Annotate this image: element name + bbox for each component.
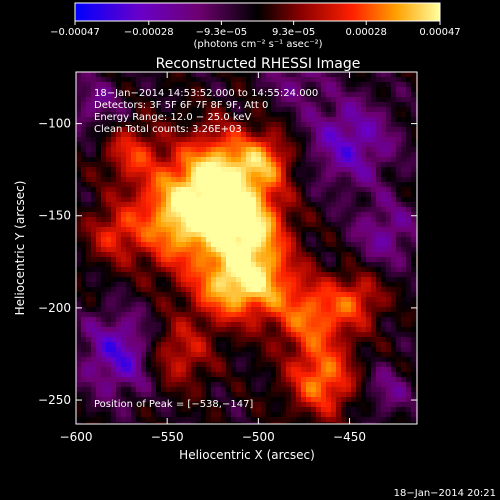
annotation-time-range: 18−Jan−2014 14:53:52.000 to 14:55:24.000 bbox=[94, 88, 318, 99]
footer-timestamp: 18−Jan−2014 20:21 bbox=[394, 488, 496, 499]
plot-frame bbox=[75, 71, 418, 425]
annotation-detectors: Detectors: 3F 5F 6F 7F 8F 9F, Att 0 bbox=[94, 100, 268, 111]
annotation-counts: Clean Total counts: 3.26E+03 bbox=[94, 124, 242, 135]
axis-ticks: −600 −550 −500 −450 −100 −150 −200 −250 bbox=[38, 72, 417, 444]
y-tick-label: −250 bbox=[38, 393, 71, 407]
y-tick-label: −150 bbox=[38, 209, 71, 223]
y-tick-label: −100 bbox=[38, 117, 71, 131]
colorbar bbox=[74, 2, 441, 22]
colorbar-tick-label: 0.00028 bbox=[346, 27, 387, 38]
x-tick-label: −600 bbox=[60, 430, 93, 444]
x-tick-label: −450 bbox=[333, 430, 366, 444]
annotation-energy: Energy Range: 12.0 − 25.0 keV bbox=[94, 112, 251, 123]
colorbar-tick-label: −0.00047 bbox=[50, 27, 100, 38]
x-tick-label: −500 bbox=[242, 430, 275, 444]
y-axis-label: Heliocentric Y (arcsec) bbox=[13, 181, 27, 316]
colorbar-tick-label: −9.3e−05 bbox=[196, 27, 248, 38]
colorbar-tick-label: 9.3e−05 bbox=[272, 27, 315, 38]
annotation-peak: Position of Peak = [−538,−147] bbox=[94, 399, 253, 410]
heatmap-image bbox=[76, 72, 417, 424]
colorbar-tick-label: −0.00028 bbox=[124, 27, 174, 38]
colorbar-ticks: −0.00047 −0.00028 −9.3e−05 9.3e−05 0.00028 0.… bbox=[50, 21, 461, 38]
x-tick-label: −550 bbox=[151, 430, 184, 444]
chart-title: Reconstructed RHESSI Image bbox=[156, 56, 361, 72]
colorbar-tick-label: 0.00047 bbox=[419, 27, 460, 38]
y-tick-label: −200 bbox=[38, 301, 71, 315]
x-axis-label: Heliocentric X (arcsec) bbox=[179, 448, 315, 462]
colorbar-unit-label: (photons cm⁻² s⁻¹ asec⁻²) bbox=[193, 39, 322, 50]
